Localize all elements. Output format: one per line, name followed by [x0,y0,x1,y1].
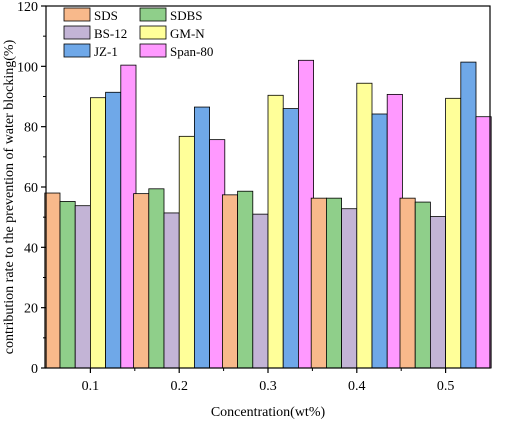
bar-bs-12-0-4 [341,208,358,369]
x-tick-label: 0.1 [82,379,100,394]
legend-label-bs-12: BS-12 [94,26,127,41]
bar-jz-1-0-5 [460,61,477,369]
bar-gm-n-0-5 [445,97,462,369]
legend-swatch-bs-12 [63,25,91,40]
y-tick-label: 100 [17,60,38,75]
legend-swatch-gm-n [139,25,167,40]
legend-label-jz-1: JZ-1 [94,44,118,59]
x-axis-title: Concentration(wt%) [211,405,326,420]
y-tick-label: 20 [24,302,38,317]
y-tick-label: 120 [17,0,38,15]
bar-sdbs-0-4 [325,197,342,369]
y-tick-label: 60 [24,181,38,196]
x-tick-label: 0.3 [259,379,277,394]
legend: SDS SDBS BS-12 GM-N JZ-1 Span-80 [63,7,213,59]
bar-gm-n-0-3 [267,94,284,369]
x-tick-label: 0.4 [348,379,366,394]
bar-sds-0-5 [399,197,416,369]
bar-sds-0-2 [133,193,150,369]
bar-bs-12-0-5 [429,216,446,369]
bar-sdbs-0-2 [148,188,165,369]
x-tick-label: 0.5 [437,379,455,394]
legend-swatch-sds [63,7,91,22]
y-tick-label: 0 [31,362,38,377]
y-tick-label: 80 [24,121,38,136]
bar-jz-1-0-4 [371,113,388,369]
bar-sdbs-0-5 [414,201,431,369]
bar-sds-0-1 [44,192,61,369]
legend-label-gm-n: GM-N [170,26,205,41]
bar-gm-n-0-1 [90,97,107,369]
axes-layer: 0 20 40 60 80 100 120 0.1 0.2 0.3 0.4 0.5 [17,0,491,394]
y-axis-title: contribution rate to the prevention of w… [2,39,17,354]
bar-sds-0-3 [221,194,238,369]
bar-gm-n-0-2 [178,135,195,369]
legend-swatch-span-80 [139,43,167,58]
bar-bs-12-0-2 [163,212,180,369]
legend-swatch-jz-1 [63,43,91,58]
y-tick-label: 40 [24,241,38,256]
x-tick-label: 0.2 [170,379,188,394]
bar-bs-12-0-3 [252,213,269,369]
bars-layer [44,59,492,369]
bar-sdbs-0-1 [59,201,76,369]
legend-label-sdbs: SDBS [170,8,203,23]
bar-span-80-0-5 [475,116,492,369]
bar-jz-1-0-1 [105,91,122,369]
bar-gm-n-0-4 [356,82,373,369]
bar-sdbs-0-3 [237,190,254,369]
bar-jz-1-0-3 [282,108,299,369]
legend-label-sds: SDS [94,8,118,23]
bar-sds-0-4 [310,197,327,369]
bar-jz-1-0-2 [193,106,210,369]
legend-label-span-80: Span-80 [170,44,213,59]
bar-bs-12-0-1 [74,205,91,369]
legend-swatch-sdbs [139,7,167,22]
